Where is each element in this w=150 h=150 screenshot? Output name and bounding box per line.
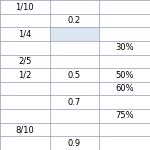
- Text: 1/2: 1/2: [18, 70, 32, 80]
- Text: 60%: 60%: [115, 84, 134, 93]
- Text: 2/5: 2/5: [18, 57, 32, 66]
- Text: 30%: 30%: [115, 43, 134, 52]
- Text: 50%: 50%: [115, 70, 134, 80]
- Text: 1/10: 1/10: [15, 2, 34, 11]
- Text: 0.9: 0.9: [68, 139, 81, 148]
- Text: 0.2: 0.2: [68, 16, 81, 25]
- Text: 0.7: 0.7: [68, 98, 81, 107]
- Text: 75%: 75%: [115, 111, 134, 120]
- Text: 1/4: 1/4: [18, 30, 32, 39]
- Bar: [50, 27, 99, 41]
- Text: 8/10: 8/10: [15, 125, 34, 134]
- Text: 0.5: 0.5: [68, 70, 81, 80]
